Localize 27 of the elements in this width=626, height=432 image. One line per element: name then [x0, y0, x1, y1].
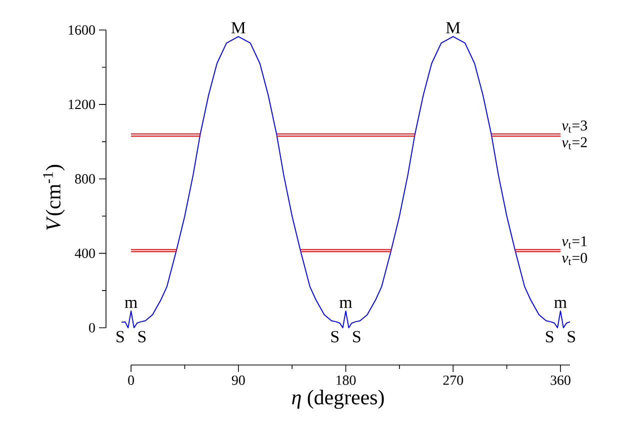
y-tick-label: 1200 — [68, 100, 95, 110]
series-label: v$_{t}$=2 — [562, 137, 587, 150]
annotation: m — [340, 300, 352, 308]
annotation: S — [546, 330, 554, 342]
x-tick-label: 360 — [550, 376, 570, 385]
annotation: S — [331, 330, 339, 342]
x-tick-label: 180 — [336, 376, 356, 385]
annotation: S — [568, 330, 576, 342]
series-label: v$_{t}$=3 — [562, 120, 588, 133]
annotation: M — [446, 22, 460, 34]
x-tick-label: 90 — [232, 376, 245, 385]
annotation: S — [138, 330, 146, 342]
y-tick-label: 800 — [75, 174, 95, 184]
series-label: v$_{t}$=0 — [562, 252, 588, 266]
annotation: m — [554, 300, 567, 308]
x-tick-label: 270 — [443, 376, 464, 385]
series-label: v$_{t}$=1 — [562, 236, 587, 248]
annotation: S — [116, 330, 124, 342]
y-axis-title: V(cm$^{-1}$) — [43, 164, 65, 230]
annotation: m — [124, 300, 138, 308]
x-tick-label: 0 — [128, 376, 134, 385]
annotation: M — [231, 22, 246, 34]
y-tick-label: 400 — [74, 248, 95, 258]
y-tick-label: 1600 — [68, 25, 95, 35]
annotation: S — [353, 330, 360, 342]
x-axis-title: η (degrees) — [292, 390, 384, 409]
y-tick-label: 0 — [89, 323, 95, 332]
